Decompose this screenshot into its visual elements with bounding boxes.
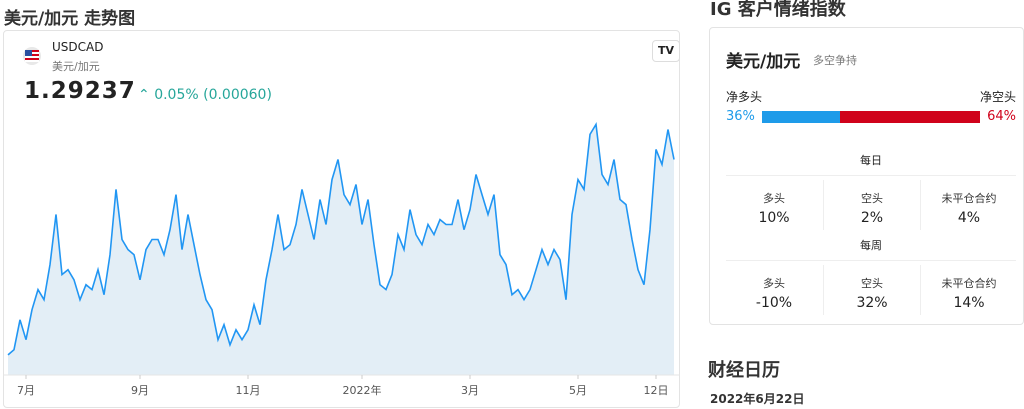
stat-value: 4% <box>957 210 981 226</box>
calendar-date: 2022年6月22日 <box>710 392 805 406</box>
area-line <box>7 121 675 356</box>
price: 1.29237 <box>24 78 136 104</box>
stat-cell: 空头 32% <box>823 265 920 315</box>
stat-cell: 空头 2% <box>823 180 920 230</box>
page-title: 美元/加元 走势图 <box>4 9 136 29</box>
change-value: 0.05% (0.00060) <box>154 87 272 103</box>
stat-cell: 多头 -10% <box>726 275 822 311</box>
stat-label: 未平仓合约 <box>941 277 997 290</box>
tv-logo[interactable]: TV <box>652 40 680 62</box>
x-tick-label: 5月 <box>569 384 587 397</box>
short-bar <box>840 111 980 123</box>
stat-value: -10% <box>755 295 793 311</box>
stat-label: 空头 <box>861 192 883 205</box>
calendar-title: 财经日历 <box>708 360 780 381</box>
stat-label: 多头 <box>763 192 785 205</box>
sentiment-title: IG 客户情绪指数 <box>710 0 846 20</box>
x-tick-label: 11月 <box>236 384 261 397</box>
stat-value: 14% <box>953 295 985 311</box>
chart: 7月 9月 11月 2022年 3月 5月 12日 <box>3 121 680 397</box>
stat-value: 2% <box>860 210 884 226</box>
stat-value: 10% <box>758 210 790 226</box>
change: ⌃ 0.05% (0.00060) <box>138 87 272 103</box>
long-label: 净多头 <box>726 90 763 104</box>
weekly-title: 每周 <box>860 239 882 252</box>
long-bar <box>762 111 841 123</box>
chart-card <box>3 30 680 408</box>
short-label: 净空头 <box>979 90 1016 104</box>
x-tick-label: 9月 <box>131 384 149 397</box>
flag-icon <box>23 47 41 65</box>
weekly-grid: 多头 -10% 空头 32% 未平仓合约 14% <box>726 260 1017 315</box>
short-value: 64% <box>987 109 1016 124</box>
stat-label: 未平仓合约 <box>941 192 997 205</box>
daily-grid: 多头 10% 空头 2% 未平仓合约 4% <box>726 175 1016 234</box>
x-tick-label: 3月 <box>461 384 479 397</box>
x-tick-label: 2022年 <box>343 383 382 397</box>
status: 多空争持 <box>813 54 857 67</box>
long-value: 36% <box>726 109 755 124</box>
area-fill <box>8 124 674 376</box>
stat-label: 多头 <box>763 277 785 290</box>
stat-cell: 未平仓合约 4% <box>920 180 1017 230</box>
x-tick-label: 12日 <box>644 384 669 397</box>
sentiment-bar <box>762 111 980 123</box>
stat-label: 空头 <box>861 277 883 290</box>
stat-value: 32% <box>856 295 888 311</box>
x-tick-label: 7月 <box>17 384 35 397</box>
symbol: USDCAD <box>52 40 104 54</box>
stat-cell: 未平仓合约 14% <box>920 265 1017 315</box>
pair: 美元/加元 <box>726 52 801 72</box>
daily-title: 每日 <box>860 154 882 167</box>
stat-cell: 多头 10% <box>726 190 822 226</box>
symbol-name: 美元/加元 <box>52 60 100 73</box>
